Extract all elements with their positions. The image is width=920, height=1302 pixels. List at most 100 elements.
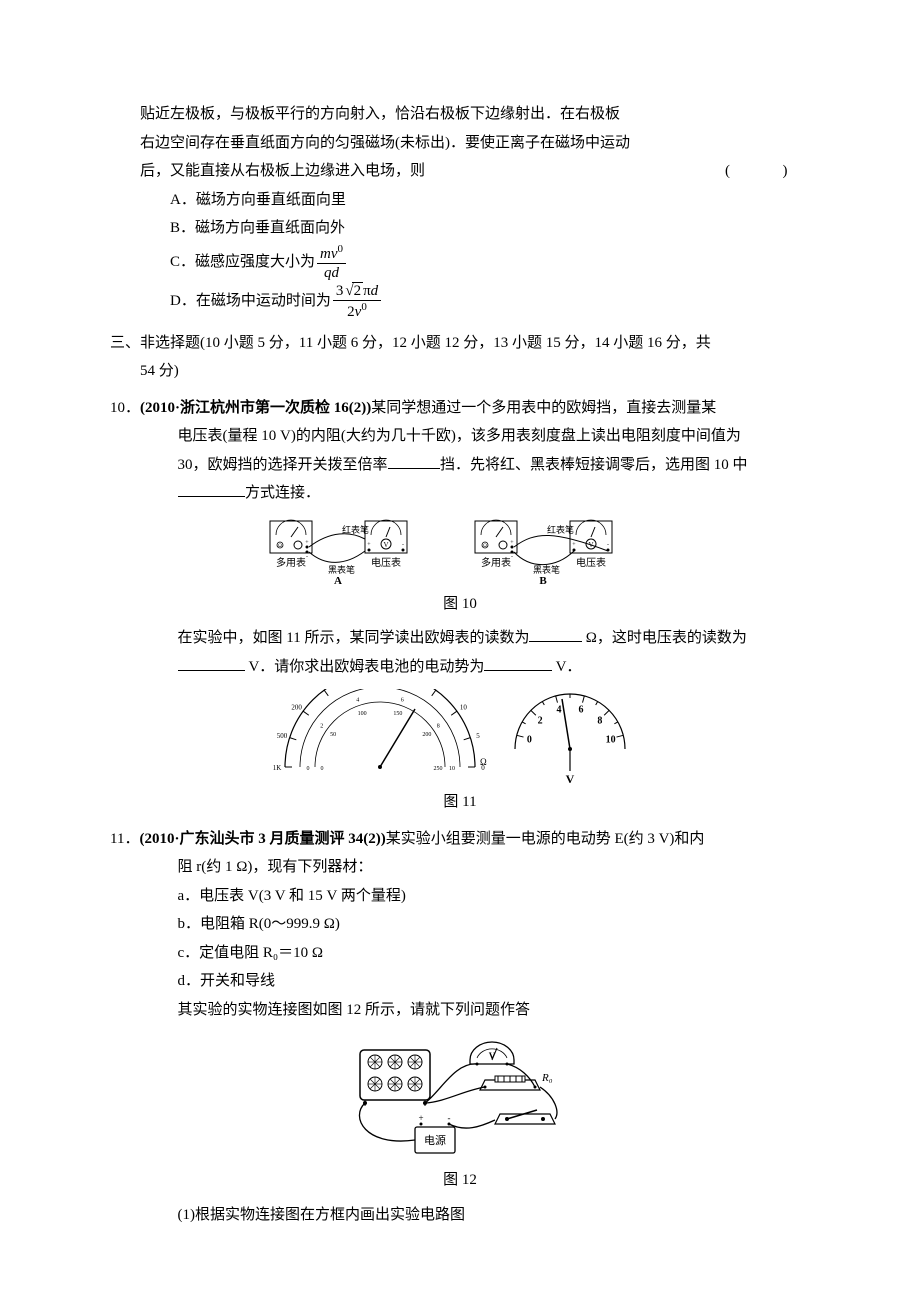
svg-text:0: 0 [321,766,324,772]
q11-item-c: c．定值电阻 R₀＝10 Ω [148,939,811,968]
section3-title-cont: 54 分) [140,363,179,379]
blank-connection [178,481,246,497]
option-d-fraction: 32πd2v0 [333,282,381,321]
frac-num: 32πd [333,282,381,301]
section-3-header: 三、非选择题(10 小题 5 分，11 小题 6 分，12 小题 12 分，13… [110,329,810,386]
q9-line3: 后，又能直接从右极板上边缘进入电场，则 ( ) [140,157,810,186]
svg-text:+: + [572,542,576,548]
svg-text:6: 6 [401,698,404,704]
svg-text:10: 10 [449,766,455,772]
q9-line3-text: 后，又能直接从右极板上边缘进入电场，则 [140,163,425,179]
svg-text:500: 500 [277,732,288,740]
svg-text:2: 2 [538,715,543,726]
q9-continuation: 贴近左极板，与极板平行的方向射入，恰沿右极板下边缘射出．在右极板 右边空间存在垂… [140,100,810,321]
svg-text:V: V [588,541,593,549]
svg-text:10: 10 [606,735,616,746]
svg-text:V: V [566,772,575,784]
label-b: B [539,575,547,586]
option-c-text: C．磁感应强度大小为 [170,253,315,269]
svg-text:5: 5 [476,732,480,740]
svg-text:+: + [510,540,514,546]
svg-text:多用表: 多用表 [481,556,511,569]
svg-text:2: 2 [320,724,323,730]
svg-text:4: 4 [356,698,359,704]
sqrt: 2 [343,282,363,300]
q10-text2b: 30，欧姆挡的选择开关拨至倍率 [178,457,388,473]
q9-line1: 贴近左极板，与极板平行的方向射入，恰沿右极板下边缘射出．在右极板 [140,100,810,129]
svg-text:+: + [418,1113,423,1123]
q11-text2: 阻 r(约 1 Ω)，现有下列器材： [178,859,373,875]
svg-text:Ω: Ω [483,544,487,549]
q10-text2c: 挡．先将红、黑表棒短接调零后，选用图 10 中 [440,457,748,473]
svg-text:R₀: R₀ [541,1072,553,1084]
svg-text:250: 250 [434,766,443,772]
q10-text2d: 方式连接． [245,485,320,501]
section3-title: 三、非选择题(10 小题 5 分，11 小题 6 分，12 小题 12 分，13… [110,335,711,351]
coef: 3 [336,283,344,299]
svg-text:8: 8 [597,715,602,726]
frac-num: mv0 [317,243,346,264]
svg-text:100: 100 [358,711,367,717]
q9-line2: 右边空间存在垂直纸面方向的匀强磁场(未标出)．要使正离子在磁场中运动 [140,129,810,158]
svg-text:+: + [305,540,309,546]
q11-item-a: a．电压表 V(3 V 和 15 V 两个量程) [148,882,811,911]
svg-text:+: + [367,542,371,548]
svg-text:Ω: Ω [278,544,282,549]
svg-text:-: - [511,554,513,560]
svg-text:200: 200 [422,732,431,738]
blank-emf [484,655,552,671]
frac-den: qd [317,264,346,282]
svg-text:0: 0 [527,735,532,746]
svg-text:V: V [383,541,388,549]
svg-text:-: - [448,1113,451,1123]
fig11-label: 图 11 [110,788,810,817]
svg-text:电压表: 电压表 [576,556,606,569]
q11-prefix: 11． [110,831,139,847]
svg-text:1K: 1K [273,764,282,772]
q10-text3c: V．请你求出欧姆表电池的电动势为 [245,659,484,675]
q10-prefix: 10． [110,400,140,416]
q10-text3b: Ω，这时电压表的读数为 [582,630,747,646]
svg-text:V: V [489,1051,496,1061]
blank-multiplier [388,453,441,469]
option-b: B．磁场方向垂直纸面向外 [170,214,810,243]
fig12-label: 图 12 [110,1166,810,1195]
svg-text:电源: 电源 [424,1133,446,1147]
figure-11: 1K50020010050403020105002468100501001502… [110,689,810,784]
svg-text:4: 4 [557,704,562,715]
svg-text:150: 150 [393,711,402,717]
svg-text:-: - [607,542,609,548]
svg-text:-: - [402,542,404,548]
q10-text2a: 电压表(量程 10 V)的内阻(大约为几十千欧)，该多用表刻度盘上读出电阻刻度中… [178,428,741,444]
q10-text3d: V． [552,659,582,675]
radicand: 2 [352,282,364,299]
svg-text:黑表笔: 黑表笔 [533,564,560,575]
q11-text3: 其实验的实物连接图如图 12 所示，请就下列问题作答 [178,1002,531,1018]
figure-10: Ω + - 多用表 红表笔 黑表笔 V + - 电压表 A [110,516,810,586]
svg-text:Ω: Ω [480,757,487,767]
frac-den: 2v0 [333,301,381,321]
label-a: A [334,575,342,586]
svg-text:8: 8 [437,724,440,730]
fig11-svg: 1K50020010050403020105002468100501001502… [270,689,650,784]
option-a: A．磁场方向垂直纸面向里 [170,186,810,215]
label-voltmeter: 电压表 [371,556,401,569]
svg-text:10: 10 [460,703,468,711]
answer-paren: ( ) [725,157,795,186]
q10-source: (2010·浙江杭州市第一次质检 16(2)) [140,400,371,416]
svg-text:50: 50 [330,732,336,738]
svg-text:6: 6 [578,704,583,715]
q10-text3a: 在实验中，如图 11 所示，某同学读出欧姆表的读数为 [178,630,530,646]
label-multimeter: 多用表 [276,556,306,569]
q11-source: (2010·广东汕头市 3 月质量测评 34(2)) [139,831,385,847]
svg-text:0: 0 [307,766,310,772]
q11-item-b: b．电阻箱 R(0～999.9 Ω) [148,910,811,939]
fig10-label: 图 10 [110,590,810,619]
svg-text:-: - [306,554,308,560]
q11-item-d: d．开关和导线 [148,967,811,996]
q10: 10．(2010·浙江杭州市第一次质检 16(2))某同学想通过一个多用表中的欧… [110,394,810,817]
q11: 11．(2010·广东汕头市 3 月质量测评 34(2))某实验小组要测量一电源… [110,825,810,1230]
figure-12: V R₀ 电源 + - [110,1032,810,1162]
fig12-svg: V R₀ 电源 + - [345,1032,575,1162]
blank-ohm-reading [529,626,582,642]
